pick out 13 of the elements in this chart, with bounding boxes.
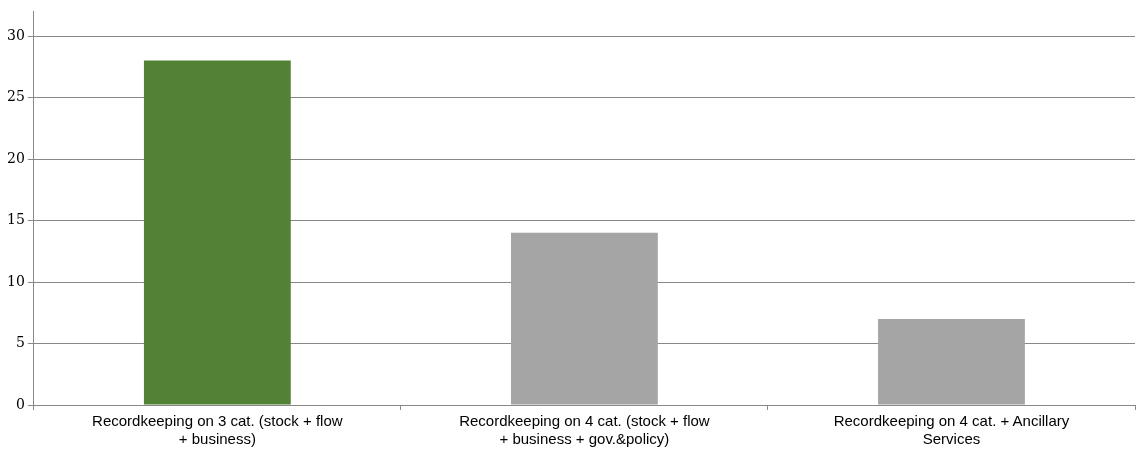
y-tick-label: 25 bbox=[6, 88, 25, 105]
y-tick-label: 30 bbox=[6, 26, 25, 43]
y-tick-label: 5 bbox=[15, 334, 25, 351]
y-tick-label: 10 bbox=[6, 272, 25, 289]
x-tick-label: Recordkeeping on 4 cat. + Ancillary Services bbox=[833, 412, 1070, 448]
x-tick-label: Recordkeeping on 3 cat. (stock + flow + business) bbox=[92, 412, 343, 448]
y-tick-label: 20 bbox=[6, 149, 25, 166]
bar bbox=[511, 232, 658, 405]
x-tick-label: Recordkeeping on 4 cat. (stock + flow + business + gov.&policy) bbox=[459, 412, 710, 448]
bar bbox=[143, 60, 291, 405]
bar bbox=[878, 318, 1025, 405]
y-tick-label: 0 bbox=[15, 395, 25, 412]
y-tick-label: 15 bbox=[6, 211, 25, 228]
